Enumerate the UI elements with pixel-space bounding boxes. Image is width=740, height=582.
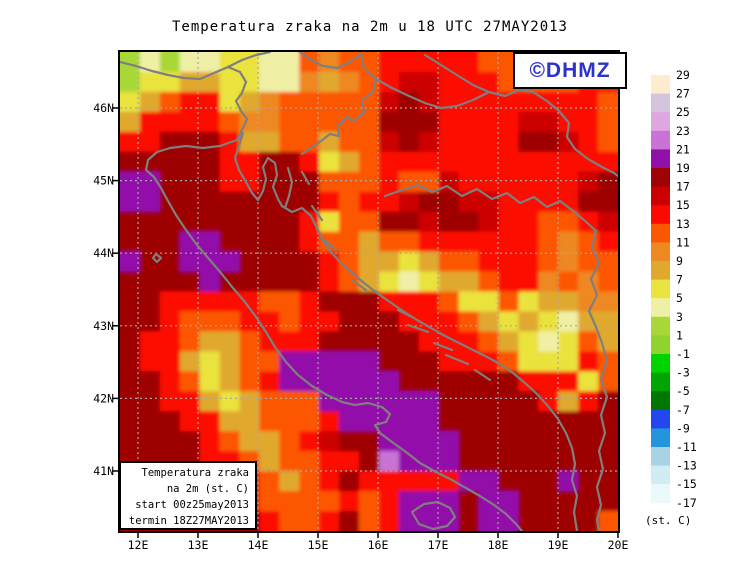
- map-frame: [118, 50, 620, 533]
- svg-text:44N: 44N: [93, 246, 114, 260]
- svg-text:7: 7: [676, 273, 683, 287]
- svg-text:12E: 12E: [128, 538, 149, 552]
- svg-text:-1: -1: [676, 347, 690, 361]
- svg-text:-13: -13: [676, 459, 697, 473]
- svg-text:16E: 16E: [368, 538, 389, 552]
- alps-border: [120, 60, 249, 142]
- dhmz-logo-box: ©DHMZ: [513, 52, 627, 89]
- svg-text:20E: 20E: [608, 538, 629, 552]
- svg-text:27: 27: [676, 87, 690, 101]
- svg-text:41N: 41N: [93, 464, 114, 478]
- axis-ticks: [112, 107, 619, 538]
- svg-text:18E: 18E: [488, 538, 509, 552]
- adriatic-islands: [151, 166, 492, 382]
- drava-border: [374, 77, 491, 110]
- svg-text:1: 1: [676, 328, 683, 342]
- info-line-variable: Temperatura zraka: [141, 467, 249, 479]
- colorbar-blocks: [651, 75, 670, 504]
- map-info-box: Temperatura zraka na 2m (st. C) start 00…: [119, 461, 257, 530]
- svg-text:15: 15: [676, 198, 690, 212]
- coastlines-and-borders: [120, 52, 618, 531]
- svg-text:29: 29: [676, 68, 690, 82]
- svg-text:5: 5: [676, 291, 683, 305]
- svg-text:15E: 15E: [308, 538, 329, 552]
- svg-text:-17: -17: [676, 496, 697, 510]
- svg-text:17E: 17E: [428, 538, 449, 552]
- gargano-coast-loop: [410, 500, 457, 531]
- svg-text:43N: 43N: [93, 319, 114, 333]
- svg-text:19: 19: [676, 161, 690, 175]
- graticule: [120, 52, 618, 531]
- svg-text:9: 9: [676, 254, 683, 268]
- svg-text:13: 13: [676, 217, 690, 231]
- svg-text:-15: -15: [676, 477, 697, 491]
- slovenia-croatia-border: [300, 52, 378, 156]
- svg-text:-3: -3: [676, 366, 690, 380]
- svg-text:11: 11: [676, 235, 690, 249]
- svg-text:3: 3: [676, 310, 683, 324]
- colorbar-labels: 29 27 25 23 21 19 17 15 13 11 9 7 5 3 1 -1 -3 -5 -7 -9 -11 -1…: [676, 68, 697, 510]
- istria-coastline: [233, 131, 284, 208]
- info-line-level: na 2m (st. C): [166, 483, 249, 495]
- sava-drina-border: [383, 183, 609, 531]
- hungary-border: [423, 53, 618, 178]
- longitude-labels: 12E 13E 14E 15E 16E 17E 18E 19E 20E: [128, 538, 629, 552]
- svg-text:17: 17: [676, 180, 690, 194]
- latitude-labels: 46N 45N 44N 43N 42N 41N: [93, 101, 114, 478]
- svg-text:42N: 42N: [93, 391, 114, 405]
- dhmz-logo-text: ©DHMZ: [529, 58, 611, 82]
- svg-text:19E: 19E: [548, 538, 569, 552]
- border-branch-north: [226, 52, 272, 69]
- svg-text:-7: -7: [676, 403, 690, 417]
- svg-text:46N: 46N: [93, 101, 114, 115]
- info-line-start: start 00z25may2013: [135, 499, 249, 511]
- page-title: Temperatura zraka na 2m u 18 UTC 27MAY20…: [171, 19, 568, 35]
- svg-text:14E: 14E: [248, 538, 269, 552]
- svg-text:-9: -9: [676, 421, 690, 435]
- svg-text:13E: 13E: [188, 538, 209, 552]
- colorbar-unit-label: (st. C): [645, 514, 692, 527]
- svg-text:23: 23: [676, 124, 690, 138]
- austria-border: [298, 52, 363, 70]
- info-line-termin: termin 18Z27MAY2013: [128, 515, 249, 527]
- svg-text:21: 21: [676, 142, 690, 156]
- italy-coastline: [144, 138, 524, 531]
- svg-text:-11: -11: [676, 440, 697, 454]
- dalmatia-coastline: [280, 204, 579, 531]
- svg-text:45N: 45N: [93, 174, 114, 188]
- svg-text:25: 25: [676, 105, 690, 119]
- svg-text:-5: -5: [676, 384, 690, 398]
